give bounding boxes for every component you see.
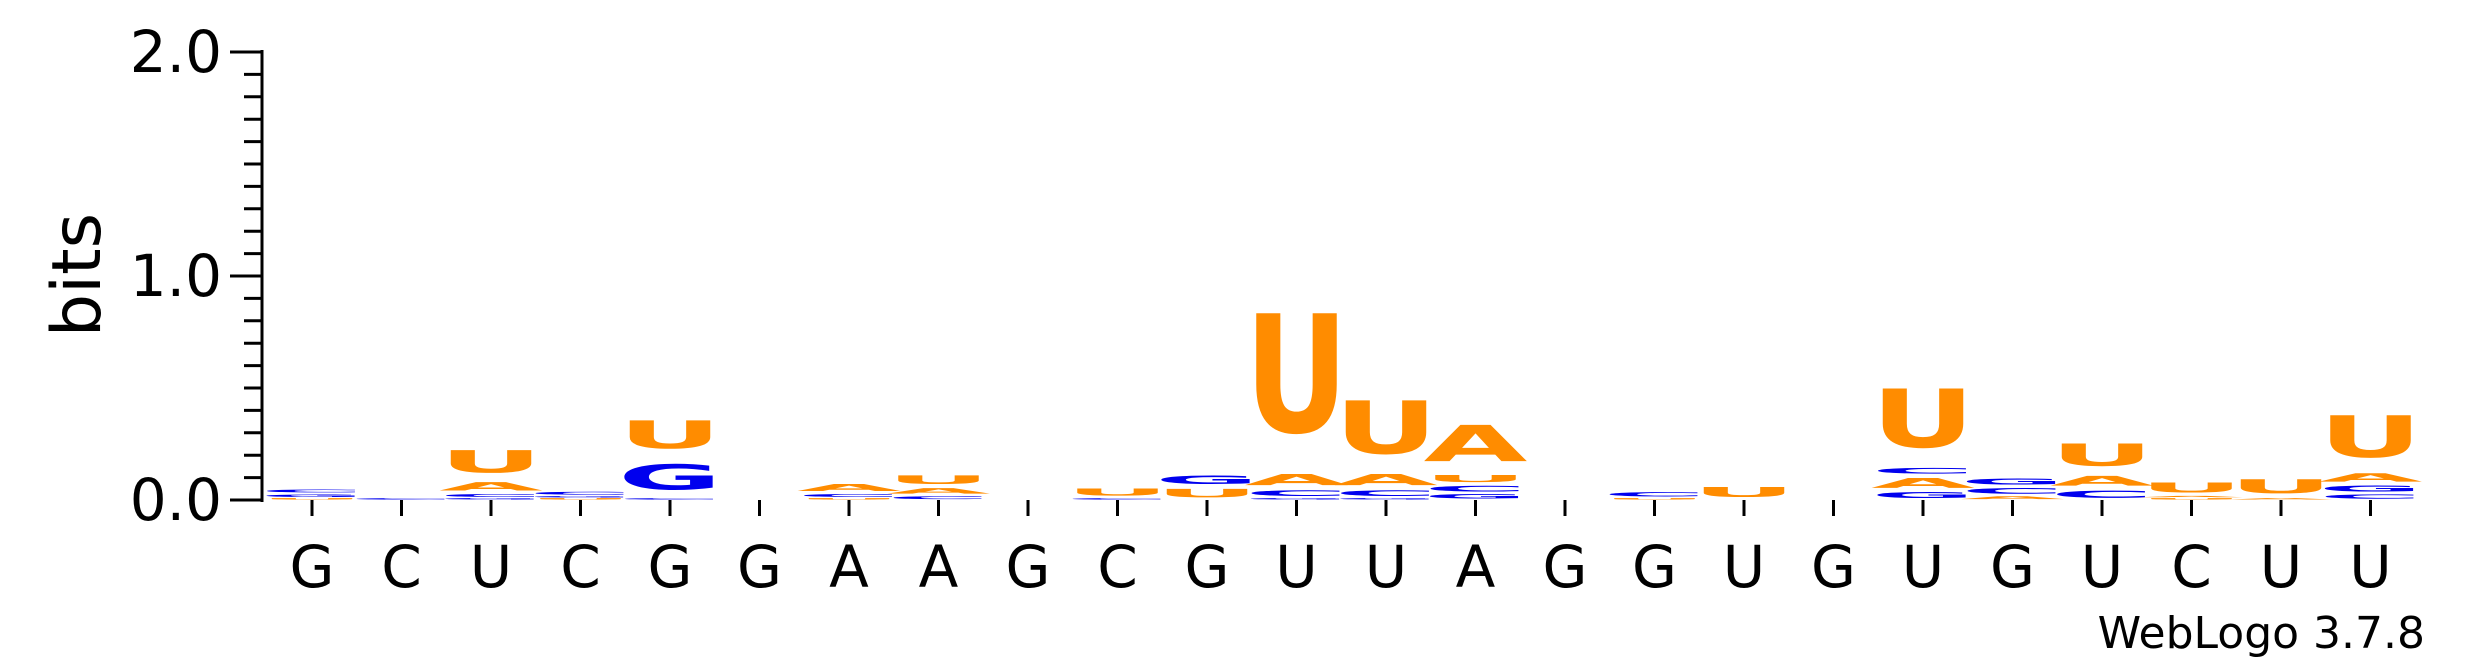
position-label: A xyxy=(1456,533,1496,601)
position-label: U xyxy=(1275,533,1317,601)
logo-letter-a: A xyxy=(1334,471,1438,489)
position-label: A xyxy=(829,533,869,601)
position-label: U xyxy=(2081,533,2123,601)
logo-letter-c: C xyxy=(618,498,722,500)
logo-letter-g: G xyxy=(618,458,722,498)
logo-letter-u: U xyxy=(1424,473,1528,484)
logo-letter-c: C xyxy=(2319,493,2423,500)
position-label: G xyxy=(1632,533,1677,601)
position-label: A xyxy=(919,533,959,601)
logo-letter-a: A xyxy=(2229,498,2334,500)
position-label: G xyxy=(1543,533,1588,601)
y-tick-label: 2.0 xyxy=(130,18,222,86)
position-label: C xyxy=(560,533,601,601)
logo-letter-c: C xyxy=(529,491,633,495)
logo-letter-u: U xyxy=(1245,281,1349,471)
weblogo-version: WebLogo 3.7.8 xyxy=(2098,608,2425,659)
logo-letter-u: U xyxy=(1603,498,1707,500)
logo-letter-g: G xyxy=(1155,473,1259,486)
logo-letter-a: A xyxy=(2319,471,2423,484)
logo-letter-u: U xyxy=(2140,480,2244,496)
logo-letter-g: G xyxy=(1334,498,1438,500)
logo-letter-c: C xyxy=(1961,487,2065,496)
position-label: G xyxy=(290,533,335,601)
logo-letter-c: C xyxy=(1871,466,1975,475)
logo-letter-g: G xyxy=(439,498,543,500)
position-label: G xyxy=(1811,533,1856,601)
logo-letter-g: G xyxy=(2319,484,2423,493)
logo-letter-u: U xyxy=(1692,484,1796,500)
position-label: C xyxy=(381,533,422,601)
logo-letter-g: G xyxy=(1871,491,1975,500)
logo-letter-u: U xyxy=(797,498,901,500)
position-label: G xyxy=(1185,533,1230,601)
position-label: U xyxy=(1365,533,1407,601)
position-label: C xyxy=(2171,533,2212,601)
logo-letter-c: C xyxy=(887,496,991,500)
logo-letter-u: U xyxy=(439,444,543,480)
logo-letter-u: U xyxy=(618,413,722,458)
logo-letter-c: C xyxy=(350,498,454,500)
y-tick-label: 1.0 xyxy=(130,242,222,310)
logo-letter-u: U xyxy=(1066,487,1170,498)
position-label: U xyxy=(2349,533,2391,601)
logo-letter-c: C xyxy=(1603,491,1707,498)
logo-letter-g: G xyxy=(260,493,364,497)
logo-letter-u: U xyxy=(2319,404,2423,471)
logo-letter-c: C xyxy=(797,493,901,497)
logo-letter-u: U xyxy=(2050,437,2154,473)
logo-letter-g: G xyxy=(1424,493,1528,500)
position-label: G xyxy=(737,533,782,601)
logo-letter-u: U xyxy=(1871,373,1975,466)
y-axis: 0.0 1.0 2.0 xyxy=(130,18,264,534)
logo-letter-g: G xyxy=(529,496,633,498)
logo-letter-u: U xyxy=(2229,475,2333,497)
logo-letter-a: A xyxy=(2050,473,2154,489)
logo-letter-a: A xyxy=(887,487,991,496)
y-tick-label: 0.0 xyxy=(130,466,222,534)
logo-letter-c: C xyxy=(1066,498,1170,500)
position-label: C xyxy=(1097,533,1138,601)
position-label: U xyxy=(1902,533,1944,601)
logo-letter-c: C xyxy=(439,493,543,497)
position-label: U xyxy=(1723,533,1765,601)
logo-letter-c: C xyxy=(260,489,364,493)
y-axis-title: bits xyxy=(38,213,117,337)
logo-letter-a: A xyxy=(797,482,901,493)
logo-letter-a: A xyxy=(1961,496,2066,500)
logo-letter-u: U xyxy=(260,498,364,500)
logo-letter-g: G xyxy=(1961,478,2065,487)
logo-letter-a: A xyxy=(1245,471,1349,489)
logo-letter-u: U xyxy=(529,498,633,500)
logo-letter-c: C xyxy=(1334,489,1438,498)
logo-letter-c: C xyxy=(2050,489,2154,500)
logo-letter-c: C xyxy=(1424,484,1528,493)
logo-letter-u: U xyxy=(2140,498,2244,500)
position-label: G xyxy=(648,533,693,601)
position-label: G xyxy=(1006,533,1051,601)
logo-letter-u: U xyxy=(887,473,991,486)
logo-letter-c: C xyxy=(1245,489,1349,498)
logo-letter-g: G xyxy=(1245,498,1349,500)
logo-letter-a: A xyxy=(2140,496,2245,498)
position-label: G xyxy=(1990,533,2035,601)
logo-letter-a: A xyxy=(1871,475,1975,491)
position-label: U xyxy=(470,533,512,601)
logo-letter-u: U xyxy=(1334,386,1438,471)
logo-letter-a: A xyxy=(1424,415,1528,473)
logo-letter-a: A xyxy=(439,480,543,493)
position-label: U xyxy=(2260,533,2302,601)
logo-letter-u: U xyxy=(1155,487,1259,500)
